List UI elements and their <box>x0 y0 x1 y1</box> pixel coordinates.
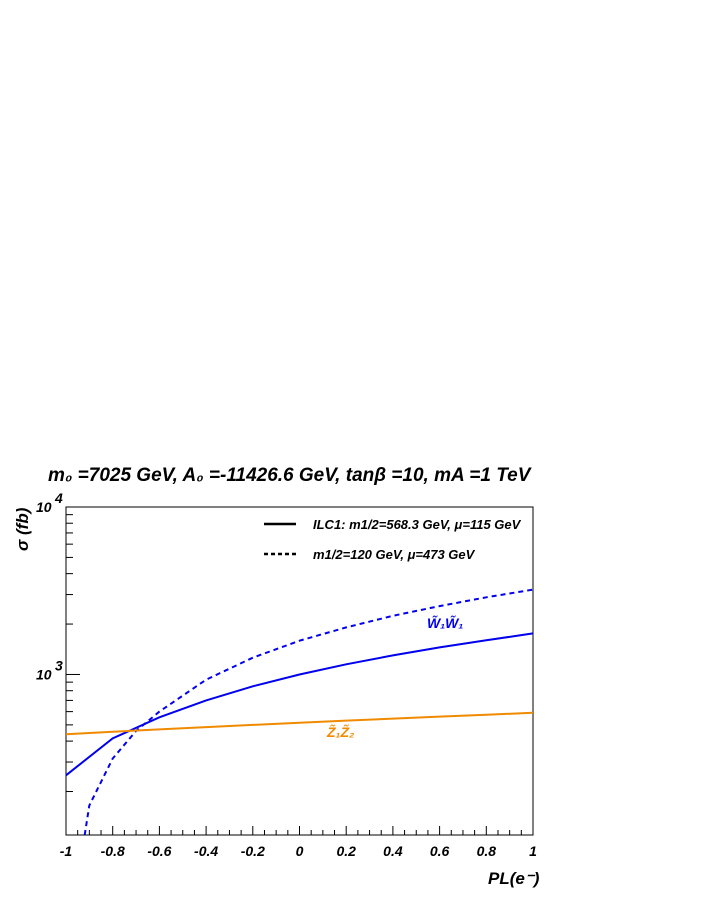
x-tick-label: 0.4 <box>383 843 403 859</box>
x-axis-label: PL(e⁻) <box>488 869 540 888</box>
x-axis: -1 -0.8 -0.6 -0.4 -0.2 0 0.2 0.4 0.6 0.8 1 <box>60 826 537 859</box>
y-axis-label: σ (fb) <box>13 507 32 551</box>
annotation-z1z2: Z̃₁Z̃₂ <box>326 723 354 740</box>
chart-title: m₀ =7025 GeV, A₀ =-11426.6 GeV, tanβ =10… <box>48 465 532 486</box>
x-tick-label: 0 <box>296 843 304 859</box>
x-tick-label: 1 <box>529 843 537 859</box>
series-line-0 <box>65 632 534 777</box>
x-tick-label: -0.4 <box>194 843 218 859</box>
x-tick-label: 0.2 <box>336 843 356 859</box>
x-tick-label: 0.6 <box>430 843 450 859</box>
x-tick-label: -0.6 <box>147 843 171 859</box>
legend-entry-dashed: m1/2=120 GeV, μ=473 GeV <box>313 547 476 562</box>
x-tick-label: -0.2 <box>241 843 265 859</box>
series-group <box>65 588 534 836</box>
legend: ILC1: m1/2=568.3 GeV, μ=115 GeV m1/2=120… <box>264 517 522 562</box>
annotation-w1w1: W̃₁W̃₁ <box>427 614 463 631</box>
y-tick-label: 10 <box>36 499 52 515</box>
series-line-1 <box>83 588 534 836</box>
series-line-2 <box>65 711 534 736</box>
x-tick-label: -0.8 <box>101 843 125 859</box>
y-tick-label: 10 <box>36 666 52 682</box>
legend-entry-solid: ILC1: m1/2=568.3 GeV, μ=115 GeV <box>313 517 522 532</box>
x-tick-label: 0.8 <box>477 843 497 859</box>
x-tick-label: -1 <box>60 843 73 859</box>
y-tick-label-exponent: 4 <box>54 490 63 506</box>
y-tick-label-exponent: 3 <box>55 657 63 673</box>
